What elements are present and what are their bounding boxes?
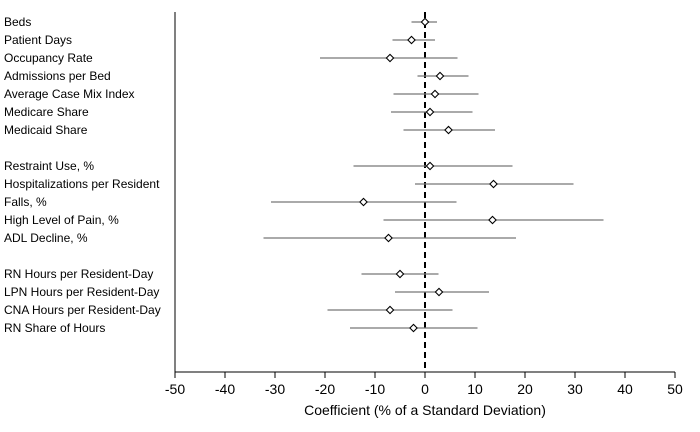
category-label: RN Share of Hours <box>4 321 105 335</box>
point-estimate-marker <box>385 53 395 63</box>
plot-area <box>263 12 604 372</box>
x-tick-label: -50 <box>165 381 185 397</box>
x-axis-title: Coefficient (% of a Standard Deviation) <box>304 402 546 418</box>
category-label: Falls, % <box>4 195 47 209</box>
x-tick-label: -20 <box>315 381 335 397</box>
point-estimate-marker <box>384 233 393 243</box>
point-estimate-marker <box>385 305 395 315</box>
point-estimate-marker <box>359 197 368 207</box>
category-label: Occupancy Rate <box>4 51 93 65</box>
x-axis: -50 -40 -30 -20 -10 0 10 20 30 40 50 <box>165 12 683 397</box>
x-tick-label: 40 <box>617 381 633 397</box>
point-estimate-marker <box>444 125 453 135</box>
category-label: Beds <box>4 15 31 29</box>
category-label: High Level of Pain, % <box>4 213 119 227</box>
category-label: Medicaid Share <box>4 123 88 137</box>
point-estimate-marker <box>435 71 445 81</box>
x-tick-label: 0 <box>421 381 429 397</box>
category-label: Admissions per Bed <box>4 69 111 83</box>
category-label: Hospitalizations per Resident <box>4 177 160 191</box>
category-label: LPN Hours per Resident-Day <box>4 285 159 299</box>
category-label: ADL Decline, % <box>4 231 88 245</box>
category-label: Patient Days <box>4 33 72 47</box>
x-tick-label: -30 <box>265 381 285 397</box>
category-label: CNA Hours per Resident-Day <box>4 303 161 317</box>
point-estimate-marker <box>395 269 405 279</box>
x-tick-label: 20 <box>517 381 533 397</box>
point-estimate-marker <box>407 35 416 45</box>
point-estimate-marker <box>420 17 430 27</box>
category-label: Average Case Mix Index <box>4 87 135 101</box>
x-tick-label: -10 <box>365 381 385 397</box>
category-label: RN Hours per Resident-Day <box>4 267 153 281</box>
point-estimate-marker <box>425 107 435 117</box>
point-estimate-marker <box>409 323 418 333</box>
x-tick-label: 30 <box>567 381 583 397</box>
point-estimate-marker <box>425 161 435 171</box>
point-estimate-marker <box>489 179 498 189</box>
category-label: Medicare Share <box>4 105 89 119</box>
category-label: Restraint Use, % <box>4 159 94 173</box>
category-labels: Beds Patient Days Occupancy Rate Admissions… <box>4 15 161 335</box>
x-tick-label: 50 <box>667 381 683 397</box>
x-tick-label: -40 <box>215 381 235 397</box>
point-estimate-marker <box>434 287 444 297</box>
x-tick-label: 10 <box>467 381 483 397</box>
point-estimate-marker <box>488 215 497 225</box>
point-estimate-marker <box>430 89 440 99</box>
